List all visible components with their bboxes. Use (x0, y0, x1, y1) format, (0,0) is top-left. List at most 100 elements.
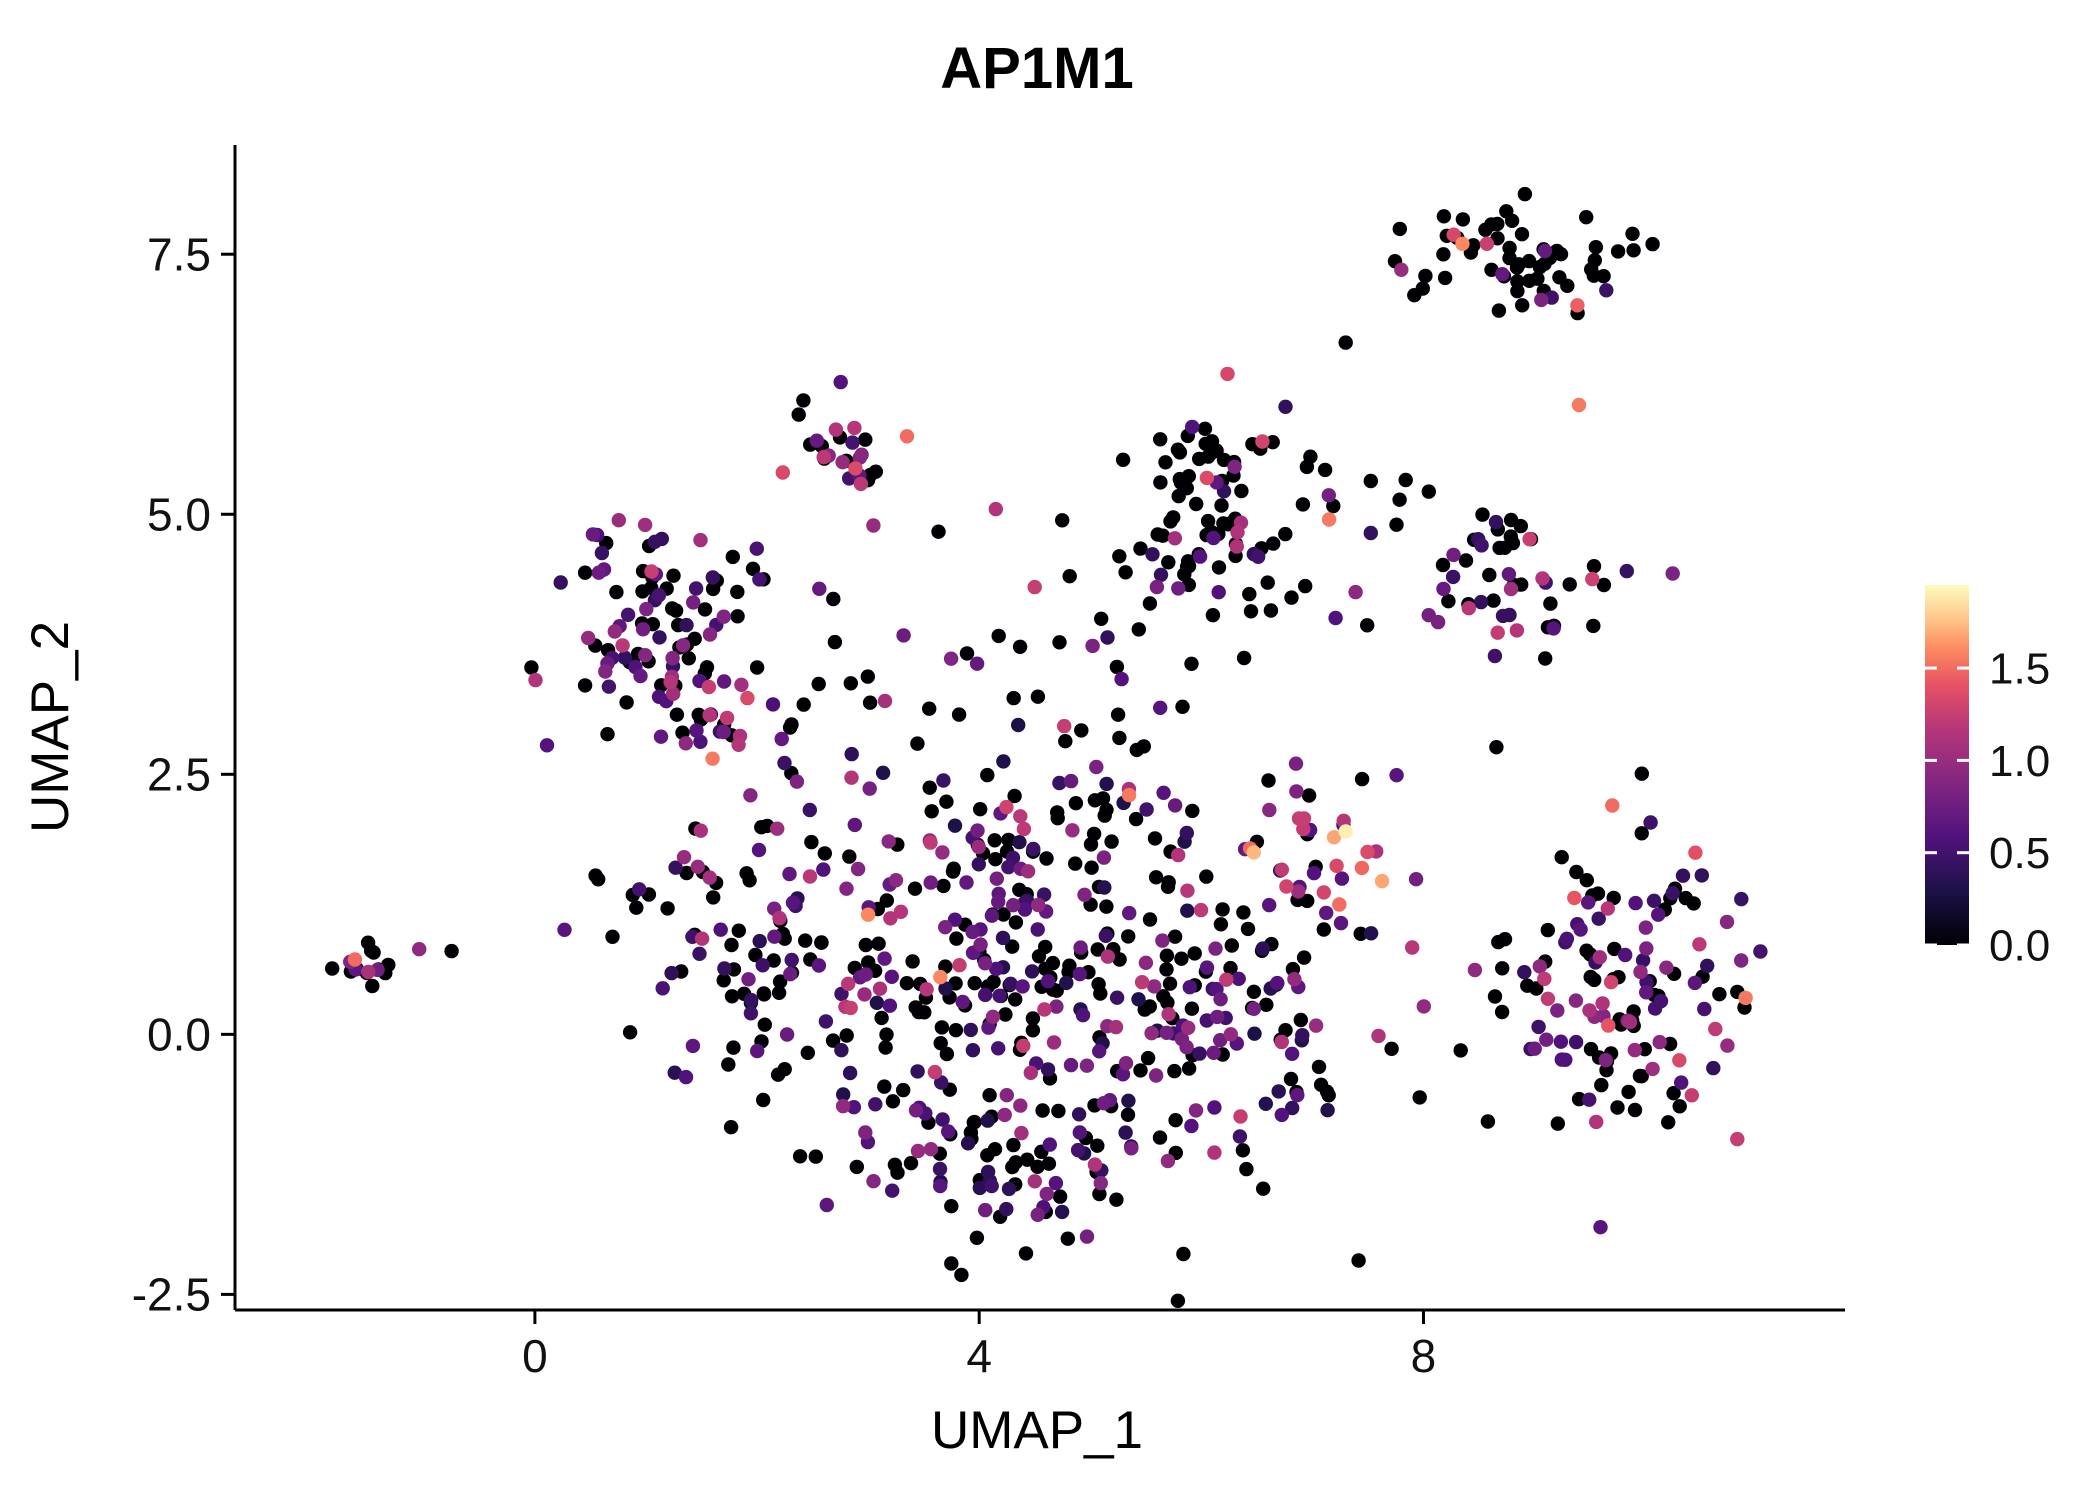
data-point (757, 1017, 772, 1032)
data-point (716, 609, 731, 624)
data-point (617, 650, 633, 665)
data-point (1041, 1156, 1057, 1171)
data-point (1571, 397, 1587, 413)
data-point (871, 936, 886, 951)
data-point (877, 951, 892, 966)
data-point (1416, 999, 1432, 1014)
data-point (1559, 931, 1575, 946)
data-point (1392, 492, 1407, 507)
data-point (1522, 531, 1537, 547)
data-point (1296, 950, 1312, 965)
data-point (750, 1043, 765, 1059)
data-point (839, 1028, 854, 1043)
data-point (1633, 964, 1648, 980)
data-point (1098, 928, 1114, 943)
data-point (1159, 948, 1175, 963)
data-point (716, 973, 731, 988)
data-point (1458, 553, 1474, 568)
data-point (866, 1174, 881, 1189)
data-point (1200, 513, 1216, 529)
data-point (676, 850, 692, 865)
data-point (1210, 1009, 1225, 1025)
data-point (1475, 507, 1490, 522)
data-point (1289, 784, 1304, 799)
data-point (1708, 1021, 1723, 1037)
data-point (944, 1199, 959, 1214)
data-point (850, 861, 866, 877)
data-point (802, 869, 818, 884)
data-point (716, 724, 731, 740)
data-point (1262, 897, 1277, 913)
data-point (1153, 475, 1168, 490)
data-point (890, 1165, 905, 1180)
data-point (1206, 530, 1221, 546)
data-point (782, 866, 797, 882)
data-point (1291, 884, 1306, 899)
data-point (756, 1092, 771, 1108)
y-tick-label: -2.5 (132, 1268, 211, 1320)
data-point (922, 701, 937, 716)
data-point (816, 449, 831, 465)
data-point (1153, 432, 1168, 447)
data-point (1187, 946, 1202, 961)
data-point (685, 1038, 701, 1054)
data-point (1639, 985, 1654, 1000)
data-point (1096, 1096, 1112, 1111)
data-point (923, 835, 938, 850)
data-point (845, 435, 860, 450)
data-point (1625, 226, 1640, 241)
data-point (1486, 593, 1501, 608)
data-point (1227, 459, 1242, 474)
data-point (1099, 776, 1114, 792)
data-point (896, 628, 911, 643)
data-point (1643, 815, 1658, 830)
data-point (955, 994, 970, 1010)
data-point (860, 907, 876, 922)
data-point (1266, 536, 1281, 551)
data-point (934, 1020, 950, 1035)
data-point (652, 630, 667, 645)
data-point (1279, 879, 1294, 894)
data-point (1599, 283, 1614, 298)
data-point (1626, 243, 1641, 258)
data-point (1023, 1065, 1038, 1081)
data-point (1592, 950, 1608, 965)
data-point (947, 818, 963, 833)
data-point (1607, 941, 1622, 957)
data-point (989, 961, 1004, 977)
data-point (1019, 1152, 1035, 1167)
data-point (1274, 1034, 1289, 1050)
data-point (1581, 895, 1596, 910)
data-point (692, 946, 707, 961)
data-point (1678, 890, 1693, 906)
data-point (936, 773, 951, 788)
data-point (1109, 1192, 1124, 1207)
data-point (1336, 813, 1351, 828)
data-point (702, 627, 718, 642)
data-point (1100, 949, 1116, 964)
data-point (971, 857, 986, 872)
data-point (842, 1065, 858, 1081)
data-point (1298, 578, 1313, 594)
data-point (1412, 1090, 1427, 1105)
data-point (779, 1027, 795, 1042)
data-point (1171, 581, 1186, 596)
data-point (585, 527, 601, 542)
data-point (1068, 796, 1084, 811)
data-point (594, 545, 610, 561)
data-point (605, 929, 620, 944)
data-point (1013, 809, 1028, 824)
data-point (835, 1098, 851, 1114)
data-point (1295, 1028, 1310, 1043)
data-point (980, 767, 995, 783)
data-point (693, 823, 708, 838)
data-point (1179, 825, 1195, 841)
data-point (1421, 484, 1437, 499)
data-point (1596, 577, 1612, 593)
data-point (951, 707, 967, 722)
data-point (1598, 1053, 1614, 1068)
data-point (591, 565, 606, 580)
data-point (1075, 1008, 1091, 1023)
data-point (1582, 1092, 1597, 1107)
data-point (1585, 571, 1600, 587)
